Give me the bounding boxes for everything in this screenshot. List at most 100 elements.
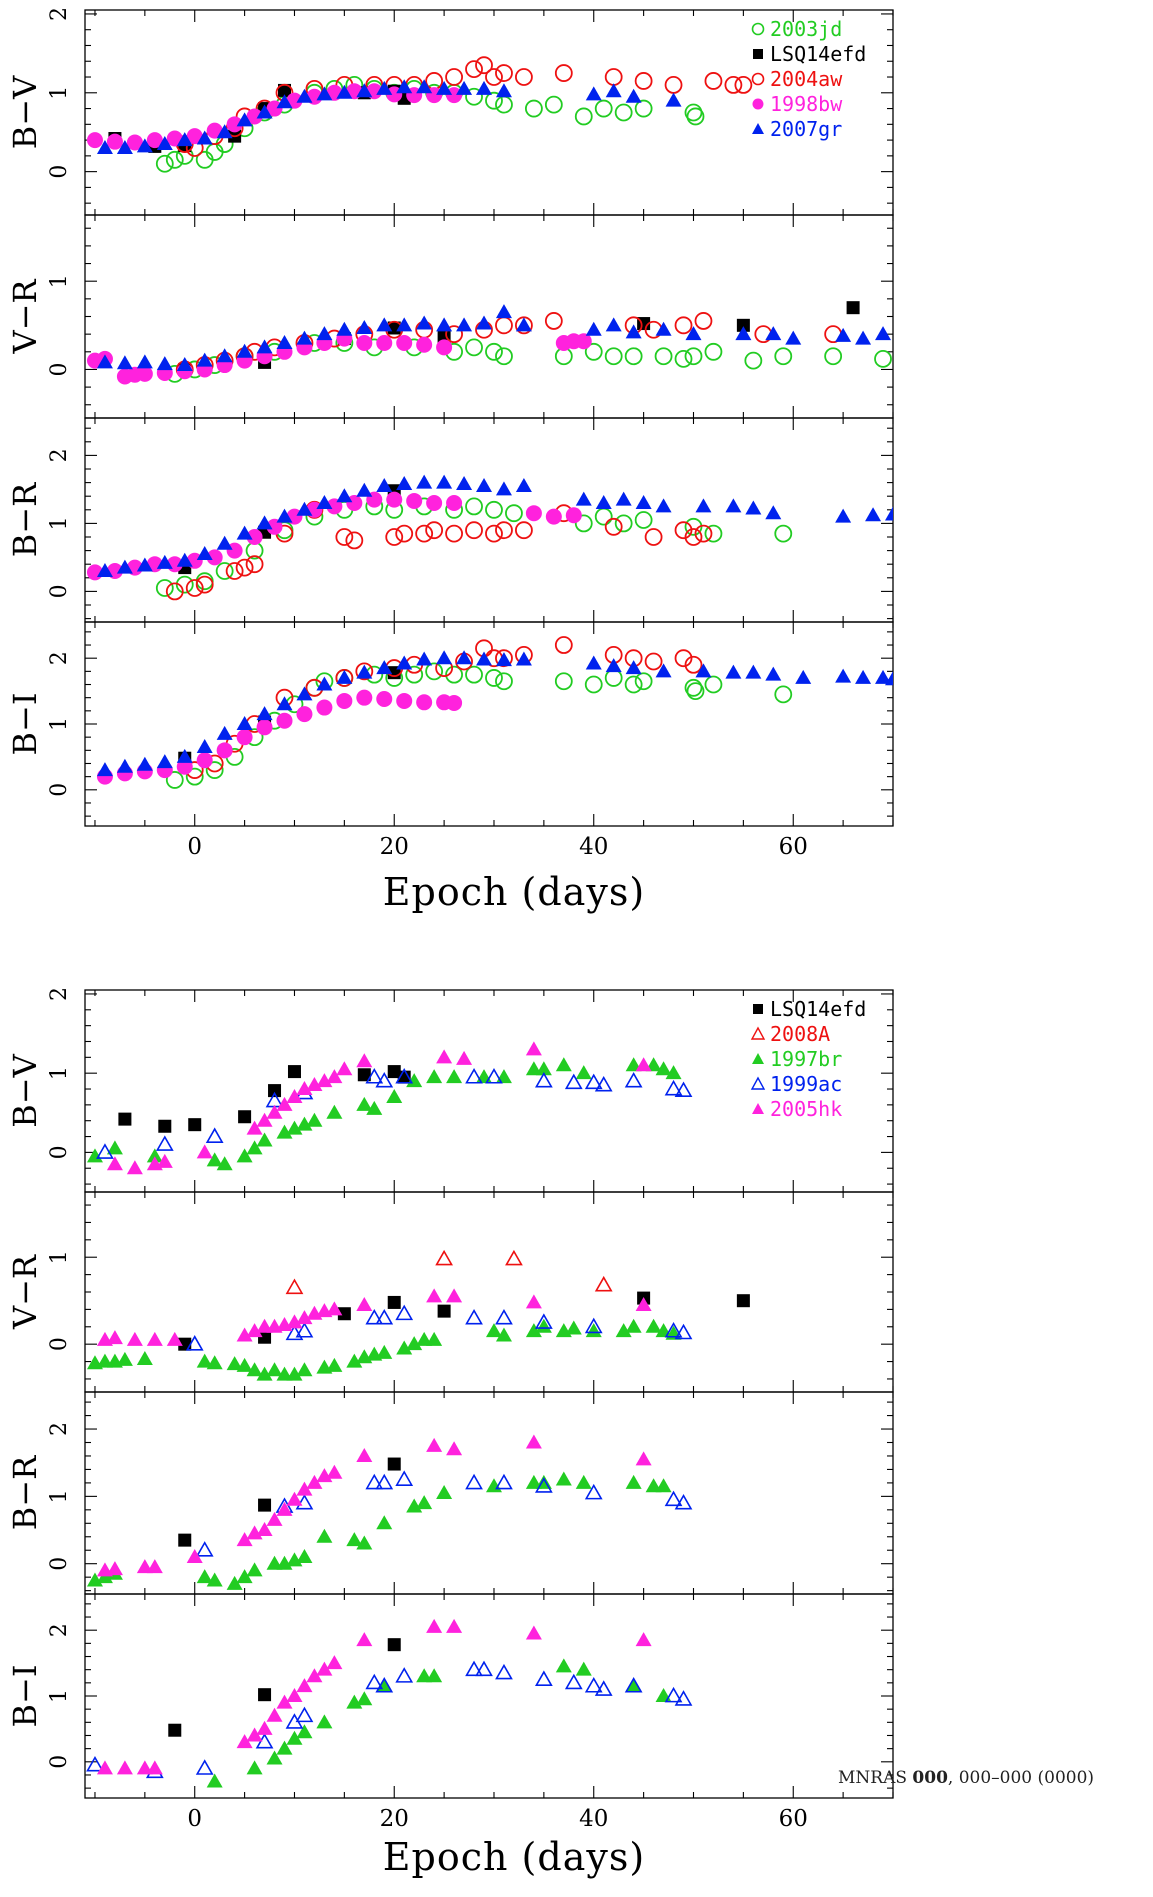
point-LSQ14efd: [258, 1498, 272, 1512]
point-2007gr: [196, 739, 213, 754]
point-1998bw: [216, 742, 233, 759]
point-2003jd: [155, 579, 174, 597]
legend-marker: [750, 1076, 766, 1090]
point-2004aw: [425, 72, 444, 90]
point-1997br: [206, 1152, 223, 1167]
point-1997br: [535, 1061, 552, 1076]
point-2003jd: [704, 524, 723, 543]
point-2004aw: [415, 524, 434, 543]
panel-V−R: 0 1V−R: [6, 1191, 894, 1393]
point-2004aw: [335, 528, 354, 546]
point-2008A: [505, 1249, 523, 1266]
point-1999ac: [664, 1079, 683, 1096]
point-2007gr: [695, 663, 712, 678]
point-2007gr: [396, 475, 413, 490]
point-2003jd: [684, 678, 703, 697]
y-tick-label: 0: [47, 1145, 72, 1159]
point-1997br: [535, 1474, 552, 1489]
point-LSQ14efd: [118, 1112, 132, 1126]
point-2007gr: [765, 326, 782, 341]
point-2007gr: [96, 139, 113, 154]
y-tick-label: 1: [47, 1066, 72, 1080]
point-1997br: [246, 1760, 263, 1775]
point-1999ac: [295, 1706, 314, 1723]
point-2007gr: [585, 321, 602, 336]
point-2004aw: [235, 558, 254, 577]
data-points: [86, 56, 753, 173]
point-1999ac: [375, 1677, 394, 1693]
point-LSQ14efd: [387, 1638, 401, 1652]
panel-frame: [84, 417, 894, 623]
point-1997br: [645, 1318, 662, 1333]
point-2005hk: [446, 1288, 463, 1303]
point-1998bw: [206, 122, 223, 139]
data-points: [86, 301, 892, 385]
legend-entry: 1997br: [770, 1047, 842, 1071]
point-2007gr: [396, 317, 413, 332]
point-2007gr: [835, 668, 852, 683]
point-1999ac: [664, 1322, 683, 1338]
point-1997br: [266, 1362, 283, 1377]
point-2007gr: [885, 671, 893, 686]
point-2005hk: [246, 1727, 263, 1742]
point-1997br: [525, 1323, 542, 1338]
point-1997br: [555, 1471, 572, 1486]
point-1999ac: [584, 1483, 603, 1500]
point-2007gr: [605, 658, 622, 673]
point-2007gr: [176, 552, 193, 567]
series-1998bw: [96, 689, 463, 785]
point-2004aw: [425, 521, 444, 540]
point-1998bw: [146, 132, 163, 149]
series-2007gr: [96, 79, 682, 154]
data-points: [96, 636, 893, 789]
point-LSQ14efd: [188, 1118, 202, 1132]
series-1999ac: [86, 1660, 693, 1779]
point-LSQ14efd: [387, 1295, 401, 1309]
point-2005hk: [236, 1327, 253, 1342]
point-2003jd: [584, 342, 603, 361]
point-2004aw: [165, 582, 184, 601]
point-2007gr: [156, 754, 173, 769]
point-2007gr: [865, 507, 882, 522]
point-2007gr: [456, 475, 473, 490]
point-2004aw: [515, 521, 533, 540]
point-2005hk: [326, 1069, 343, 1084]
point-2003jd: [544, 95, 563, 114]
point-2007gr: [96, 563, 113, 577]
point-2005hk: [296, 1678, 313, 1693]
point-2005hk: [256, 1522, 273, 1537]
legend-marker: [753, 1004, 763, 1014]
point-1999ac: [495, 1308, 513, 1325]
point-2007gr: [96, 354, 113, 369]
series-1999ac: [185, 1304, 693, 1351]
point-2005hk: [356, 1632, 373, 1647]
legend-marker: [752, 123, 764, 134]
point-1998bw: [376, 690, 393, 707]
point-2003jd: [505, 504, 523, 523]
point-2007gr: [605, 83, 622, 98]
point-1999ac: [365, 1308, 384, 1325]
legend-marker: [752, 1103, 764, 1114]
point-2007gr: [735, 326, 752, 341]
point-2005hk: [525, 1041, 542, 1056]
point-1998bw: [106, 133, 123, 150]
point-2005hk: [106, 1156, 123, 1171]
point-1997br: [206, 1572, 223, 1587]
point-2005hk: [426, 1437, 443, 1452]
point-2004aw: [185, 579, 204, 597]
point-1998bw: [276, 712, 293, 729]
y-tick-label: 2: [47, 1623, 72, 1637]
legend-entry: LSQ14efd: [770, 997, 866, 1021]
y-tick-label: 2: [47, 987, 72, 1001]
point-2007gr: [216, 725, 233, 740]
panel-B−I: 0 1 2 B−I: [6, 621, 894, 827]
x-tick-label: 40: [579, 1806, 608, 1832]
point-1997br: [585, 1323, 602, 1338]
point-1997br: [276, 1740, 293, 1755]
point-2007gr: [116, 355, 133, 370]
y-tick-label: 0: [47, 584, 72, 598]
point-2007gr: [855, 330, 872, 345]
point-2005hk: [525, 1294, 542, 1309]
point-LSQ14efd: [238, 1110, 252, 1124]
point-2005hk: [106, 1561, 123, 1576]
